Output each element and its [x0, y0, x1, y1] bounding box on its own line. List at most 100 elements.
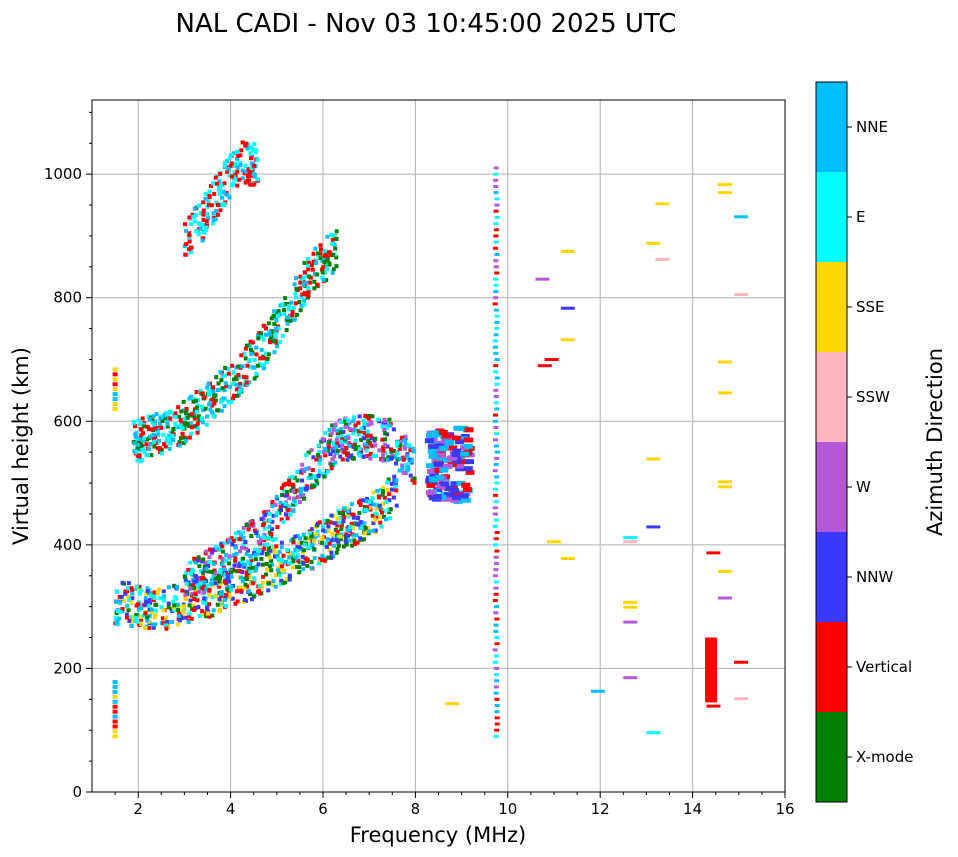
- echo-point: [717, 391, 732, 395]
- echo-point: [382, 442, 387, 447]
- echo-point: [359, 526, 364, 531]
- colorbar-tick-label: NNW: [856, 568, 893, 586]
- echo-point: [310, 542, 315, 547]
- echo-point: [140, 416, 145, 421]
- echo-point: [493, 734, 499, 738]
- echo-point: [300, 478, 305, 483]
- echo-point: [146, 427, 151, 432]
- echo-point: [206, 564, 211, 569]
- echo-point: [493, 283, 499, 287]
- echo-point: [387, 510, 392, 515]
- echo-point: [382, 427, 387, 432]
- echo-point: [273, 331, 278, 336]
- echo-point: [263, 332, 268, 337]
- echo-point: [294, 286, 299, 291]
- echo-point: [362, 531, 367, 536]
- echo-point: [253, 150, 258, 155]
- echo-point: [398, 456, 403, 461]
- echo-point: [335, 529, 340, 534]
- echo-point: [243, 562, 248, 567]
- echo-point: [234, 377, 239, 382]
- echo-point: [259, 556, 264, 561]
- echo-point: [253, 557, 258, 562]
- echo-point: [248, 580, 253, 585]
- echo-point: [243, 346, 248, 351]
- echo-point: [284, 317, 289, 322]
- echo-point: [192, 206, 197, 211]
- echo-point: [306, 450, 311, 455]
- echo-point: [335, 449, 340, 454]
- echo-point: [298, 487, 303, 492]
- echo-point: [331, 543, 336, 548]
- echo-point: [210, 595, 215, 600]
- echo-point: [436, 483, 446, 489]
- echo-point: [335, 440, 340, 445]
- echo-point: [204, 225, 209, 230]
- echo-point: [139, 427, 144, 432]
- echo-point: [198, 585, 203, 590]
- echo-point: [249, 161, 254, 166]
- echo-point: [182, 244, 187, 249]
- echo-point: [225, 570, 230, 575]
- echo-point: [187, 582, 192, 587]
- echo-point: [272, 547, 277, 552]
- echo-point: [298, 274, 303, 279]
- echo-point: [238, 569, 243, 574]
- echo-point: [130, 614, 135, 619]
- echo-point: [181, 408, 186, 413]
- echo-point: [364, 499, 369, 504]
- echo-point: [335, 516, 340, 521]
- echo-point: [290, 565, 295, 570]
- echo-point: [222, 373, 227, 378]
- echo-point: [425, 463, 435, 469]
- echo-point: [165, 436, 170, 441]
- echo-point: [717, 183, 732, 187]
- echo-point: [301, 548, 306, 553]
- echo-point: [134, 612, 139, 617]
- echo-point: [287, 478, 292, 483]
- echo-point: [312, 556, 317, 561]
- echo-point: [402, 446, 407, 451]
- echo-point: [316, 561, 321, 566]
- echo-point: [229, 161, 234, 166]
- echo-point: [312, 286, 317, 291]
- echo-point: [493, 333, 499, 337]
- colorbar-tick-label: E: [856, 208, 865, 226]
- colorbar-segment: [816, 712, 847, 802]
- echo-point: [228, 164, 233, 169]
- echo-point: [231, 381, 236, 386]
- echo-point: [358, 502, 363, 507]
- echo-point: [203, 196, 208, 201]
- echo-point: [234, 365, 239, 370]
- echo-point: [297, 469, 302, 474]
- echo-point: [290, 474, 295, 479]
- echo-point: [220, 562, 225, 567]
- echo-point: [183, 592, 188, 597]
- echo-point: [304, 453, 309, 458]
- echo-point: [221, 201, 226, 206]
- echo-point: [460, 451, 470, 457]
- echo-point: [200, 420, 205, 425]
- echo-point: [194, 390, 199, 395]
- echo-point: [379, 507, 384, 512]
- echo-point: [271, 313, 276, 318]
- echo-point: [334, 229, 339, 234]
- echo-point: [361, 454, 366, 459]
- echo-point: [234, 589, 239, 594]
- echo-point: [267, 535, 272, 540]
- echo-point: [194, 574, 199, 579]
- echo-point: [262, 546, 267, 551]
- echo-point: [300, 292, 305, 297]
- echo-point: [242, 586, 247, 591]
- echo-point: [380, 424, 385, 429]
- echo-point: [246, 167, 251, 172]
- echo-point: [363, 445, 368, 450]
- echo-point: [492, 574, 498, 578]
- echo-point: [153, 602, 158, 607]
- echo-point: [317, 559, 322, 564]
- echo-point: [270, 519, 275, 524]
- echo-point: [292, 475, 297, 480]
- echo-point: [321, 265, 326, 270]
- echo-point: [183, 578, 188, 583]
- echo-point: [321, 528, 326, 533]
